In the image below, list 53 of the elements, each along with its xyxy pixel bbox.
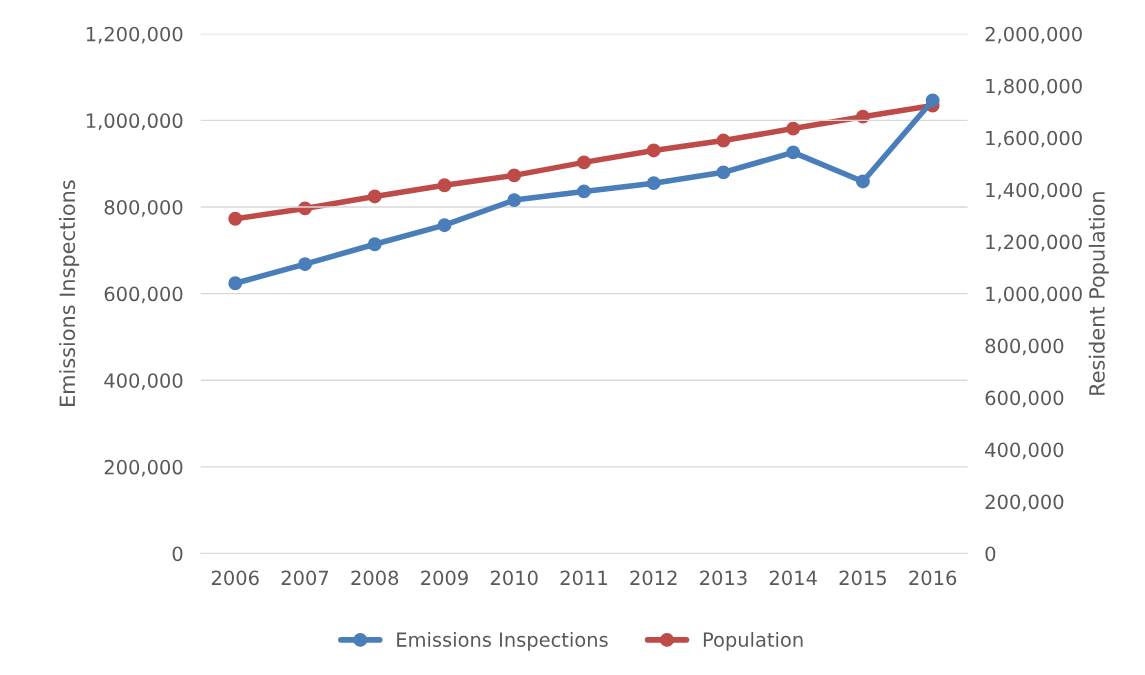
x-tick-label: 2007 [281,570,329,586]
point [646,176,661,191]
y2-tick-label: 1,000,000 [986,286,1082,304]
point [437,218,452,233]
point [716,133,731,148]
y2-tick-label: 400,000 [985,442,1064,460]
point [437,178,452,193]
x-tick-label: 2006 [211,570,259,586]
x-tick-label: 2012 [630,570,677,586]
y-axis-title: Emissions Inspections [59,180,80,406]
point [577,155,591,170]
x-tick-label: 2010 [490,570,538,586]
point [367,237,382,252]
y-tick-label: 1,200,000 [86,26,183,44]
point [228,211,243,226]
legend-label: Population [703,631,803,651]
y-tick-label: 1,000,000 [86,113,183,131]
y2-axis-title: Resident Population [1088,192,1109,395]
y2-tick-label: 1,600,000 [986,130,1082,148]
x-tick-label: 2011 [560,570,607,586]
point [855,174,870,189]
point [646,143,661,158]
y2-tick-label: 800,000 [985,338,1064,356]
y-tick-label: 600,000 [104,286,183,304]
x-tick-label: 2016 [909,570,957,586]
x-tick-label: 2008 [351,570,399,586]
point [228,276,243,291]
x-tick-label: 2009 [421,570,468,586]
point [298,257,312,272]
y2-tick-label: 0 [985,546,996,562]
point [507,193,522,208]
legend-label: Emissions Inspections [397,631,608,651]
y2-tick-label: 1,800,000 [986,78,1082,96]
y-tick-label: 0 [172,546,183,562]
y2-tick-label: 200,000 [985,494,1064,512]
point [786,145,801,160]
x-tick-label: 2014 [769,570,817,586]
y-tick-label: 200,000 [104,459,183,477]
y2-tick-label: 600,000 [985,390,1064,408]
point [507,168,522,183]
point [367,189,382,204]
y-tick-label: 800,000 [104,199,183,217]
y2-tick-label: 1,200,000 [986,234,1082,252]
y2-tick-label: 1,400,000 [986,182,1082,200]
point [577,184,591,199]
y2-tick-label: 2,000,000 [985,26,1082,44]
point [925,93,940,108]
x-tick-label: 2015 [839,570,886,586]
point [855,109,870,124]
y-tick-label: 400,000 [104,373,183,390]
point [716,165,731,180]
x-tick-label: 2013 [700,570,747,586]
point [786,121,801,136]
